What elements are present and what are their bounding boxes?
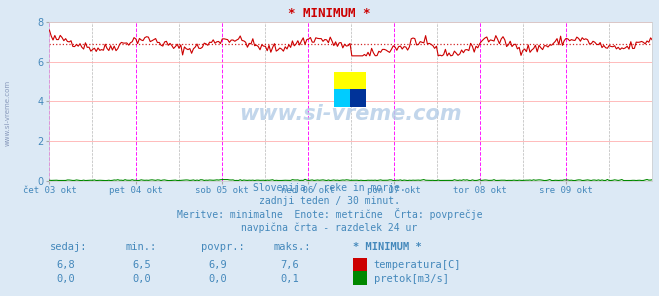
Text: Slovenija / reke in morje.: Slovenija / reke in morje.: [253, 183, 406, 193]
Text: min.:: min.:: [125, 242, 156, 252]
Text: 0,0: 0,0: [57, 274, 75, 284]
Text: 6,9: 6,9: [208, 260, 227, 270]
Text: zadnji teden / 30 minut.: zadnji teden / 30 minut.: [259, 196, 400, 206]
Text: Meritve: minimalne  Enote: metrične  Črta: povprečje: Meritve: minimalne Enote: metrične Črta:…: [177, 207, 482, 220]
Text: 0,1: 0,1: [281, 274, 299, 284]
Text: maks.:: maks.:: [273, 242, 311, 252]
Text: 7,6: 7,6: [281, 260, 299, 270]
Text: 0,0: 0,0: [132, 274, 151, 284]
Bar: [335, 72, 366, 89]
Text: pretok[m3/s]: pretok[m3/s]: [374, 274, 449, 284]
Text: 6,8: 6,8: [57, 260, 75, 270]
Bar: [335, 89, 351, 107]
Text: 6,5: 6,5: [132, 260, 151, 270]
Text: sedaj:: sedaj:: [49, 242, 87, 252]
Text: povpr.:: povpr.:: [201, 242, 244, 252]
Text: * MINIMUM *: * MINIMUM *: [353, 242, 421, 252]
Text: 0,0: 0,0: [208, 274, 227, 284]
Text: www.si-vreme.com: www.si-vreme.com: [5, 79, 11, 146]
Text: * MINIMUM *: * MINIMUM *: [288, 7, 371, 20]
Text: navpična črta - razdelek 24 ur: navpična črta - razdelek 24 ur: [241, 222, 418, 233]
Text: www.si-vreme.com: www.si-vreme.com: [240, 104, 462, 124]
Bar: [351, 89, 366, 107]
Text: temperatura[C]: temperatura[C]: [374, 260, 461, 270]
